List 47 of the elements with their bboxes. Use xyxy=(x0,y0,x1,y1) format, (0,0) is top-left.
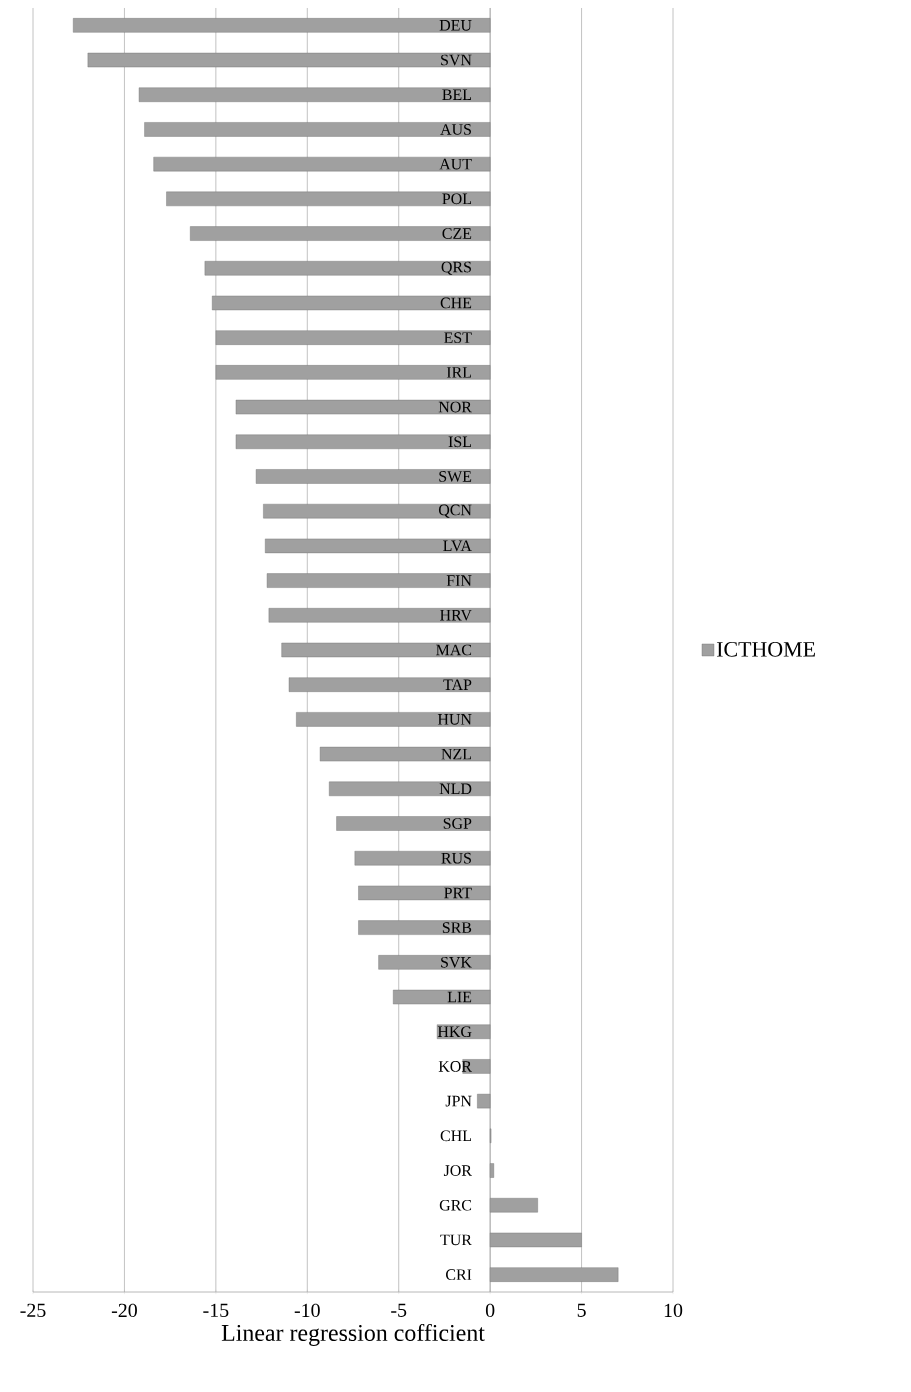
x-tick-label: 10 xyxy=(664,1303,683,1318)
y-tick-label: IRL xyxy=(446,367,471,378)
x-tick-label: 5 xyxy=(577,1303,586,1317)
y-tick-label: AUT xyxy=(439,158,472,170)
x-tick-label: -20 xyxy=(111,1303,137,1318)
y-tick-label: PRT xyxy=(444,887,472,899)
y-tick-label: RUS xyxy=(441,852,471,864)
y-tick-label: AUS xyxy=(440,124,471,135)
y-tick-label: EST xyxy=(444,332,472,344)
x-tick-label: -10 xyxy=(294,1303,320,1318)
y-tick-label: HUN xyxy=(437,714,472,725)
y-tick-label: BEL xyxy=(442,89,471,100)
x-axis-title: Linear regression cofficient xyxy=(221,1323,485,1346)
y-tick-label: JOR xyxy=(443,1165,472,1176)
y-tick-label: KOR xyxy=(438,1061,472,1072)
y-tick-label: JPN xyxy=(445,1095,472,1107)
y-tick-label: ISL xyxy=(448,436,471,448)
y-tick-label: SGP xyxy=(443,818,472,829)
y-tick-label: NLD xyxy=(439,783,472,795)
y-tick-label: CZE xyxy=(442,228,472,239)
y-tick-label: NZL xyxy=(441,748,471,760)
x-tick-label: -5 xyxy=(391,1303,407,1317)
y-tick-label: LVA xyxy=(443,540,472,552)
y-tick-label: NOR xyxy=(438,401,472,413)
y-tick-label: HKG xyxy=(437,1026,472,1038)
y-tick-label: CHE xyxy=(440,297,472,309)
y-tick-label: HRV xyxy=(440,609,472,621)
y-tick-label: SVN xyxy=(441,54,472,66)
y-tick-label: FIN xyxy=(446,575,472,586)
x-tick-label: 0 xyxy=(485,1303,495,1318)
y-tick-label: DEU xyxy=(439,20,472,31)
y-tick-label: QRS xyxy=(441,261,471,275)
y-tick-label: QCN xyxy=(438,504,472,518)
y-tick-label: TAP xyxy=(443,679,472,690)
y-tick-label: GRC xyxy=(439,1199,472,1211)
x-tick-label: -25 xyxy=(20,1303,46,1318)
y-tick-label: CHL xyxy=(440,1130,471,1142)
y-tick-label: CRI xyxy=(446,1269,472,1280)
y-tick-label: SVK xyxy=(441,956,472,968)
y-tick-label: TUR xyxy=(440,1234,472,1246)
y-tick-label: POL xyxy=(442,193,471,205)
y-tick-label: MAC xyxy=(436,644,472,656)
y-tick-label: LIE xyxy=(447,991,472,1003)
y-tick-label: SWE xyxy=(439,471,472,482)
legend-label: ICTHOME xyxy=(716,641,815,657)
y-tick-label: SRB xyxy=(442,922,472,933)
x-tick-label: -15 xyxy=(203,1303,229,1317)
